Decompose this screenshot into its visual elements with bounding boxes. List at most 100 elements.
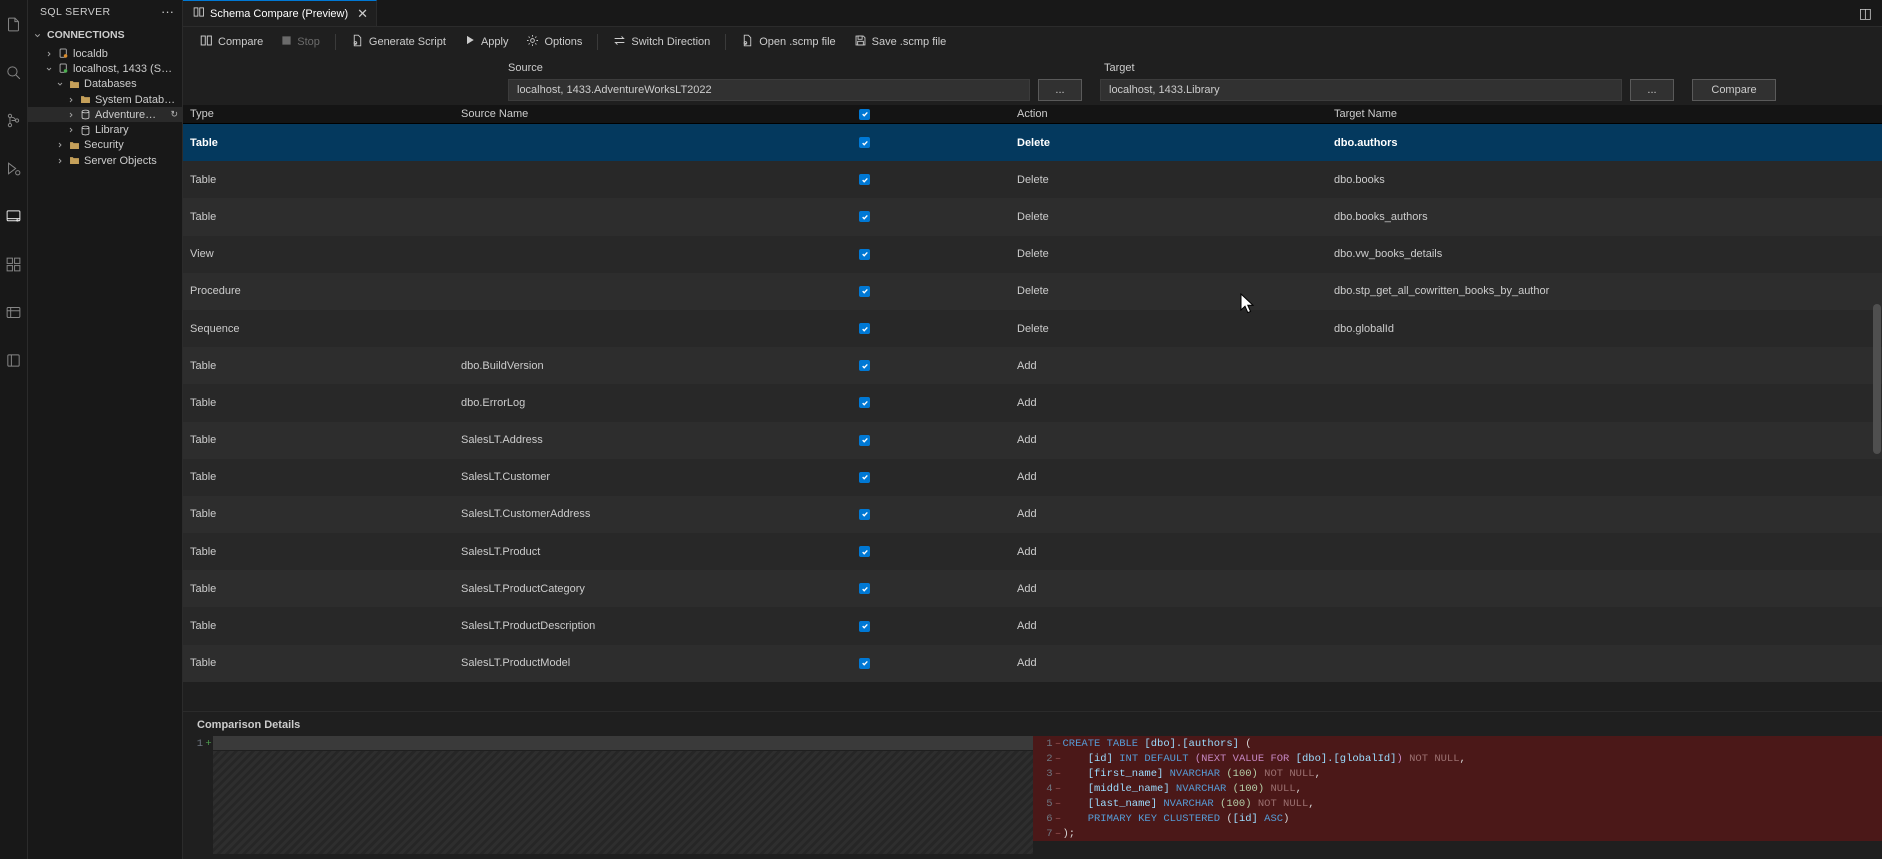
database-icon [79, 125, 92, 136]
diff-marker: – [1054, 737, 1062, 750]
chevron-right-icon[interactable] [54, 141, 65, 149]
diff-left-pane[interactable]: 1 + [183, 736, 1033, 854]
table-row[interactable]: View Delete dbo.vw_books_details [183, 235, 1882, 273]
table-row[interactable]: Table SalesLT.ProductDescription Add [183, 607, 1882, 645]
table-row[interactable]: Table Delete dbo.books [183, 161, 1882, 199]
table-row[interactable]: Table SalesLT.ProductModel Add [183, 644, 1882, 682]
line-text: [last_name] NVARCHAR (100) NOT NULL, [1062, 797, 1315, 810]
diff-marker: – [1054, 752, 1062, 765]
table-row[interactable]: Procedure Delete dbo.stp_get_all_cowritten… [183, 272, 1882, 310]
column-header-target-name[interactable]: Target Name [1334, 108, 1397, 120]
cell-type: Procedure [190, 285, 241, 298]
close-icon[interactable]: ✕ [357, 5, 369, 21]
source-browse-button[interactable]: ... [1038, 79, 1082, 101]
line-text: [middle_name] NVARCHAR (100) NULL, [1062, 782, 1302, 795]
split-layout-icon[interactable]: ◫ [1858, 4, 1872, 21]
diff-marker: + [205, 737, 212, 750]
row-include-checkbox[interactable] [859, 360, 870, 372]
source-input[interactable]: localhost, 1433.AdventureWorksLT2022 [508, 79, 1030, 101]
sidebar-section-connections[interactable]: CONNECTIONS [28, 24, 182, 46]
table-row[interactable]: Table Delete dbo.books_authors [183, 198, 1882, 236]
column-header-type[interactable]: Type [190, 108, 214, 120]
tree-item-server-objects[interactable]: Server Objects [28, 153, 182, 168]
cell-action: Add [1017, 434, 1037, 447]
cell-include [747, 657, 1017, 669]
row-include-checkbox[interactable] [859, 583, 870, 595]
grid-vertical-scrollbar[interactable] [1872, 124, 1882, 711]
cell-type: Table [190, 582, 217, 595]
compare-config: Source Target localhost, 1433.AdventureW… [183, 56, 1882, 105]
table-row[interactable]: Sequence Delete dbo.globalId [183, 309, 1882, 348]
chevron-right-icon[interactable] [54, 157, 65, 165]
tree-item-localhost-1433-sql-serv[interactable]: localhost, 1433 (SQL Serv... [28, 61, 182, 76]
row-include-checkbox[interactable] [859, 248, 870, 260]
row-include-checkbox[interactable] [859, 211, 870, 223]
compare-action-button[interactable]: Compare [1692, 79, 1776, 101]
table-row[interactable]: Table SalesLT.Product Add [183, 533, 1882, 571]
cell-action: Delete [1017, 136, 1051, 149]
chevron-right-icon[interactable] [65, 96, 76, 104]
tab-label: Schema Compare (Preview) [210, 7, 349, 20]
chevron-right-icon[interactable] [43, 50, 54, 58]
table-row[interactable]: Table SalesLT.CustomerAddress Add [183, 495, 1882, 534]
extensions-icon[interactable] [0, 248, 28, 280]
row-include-checkbox[interactable] [859, 434, 870, 446]
tree-item-system-databases[interactable]: System Databases [28, 92, 182, 107]
config-labels: Source Target [183, 62, 1882, 77]
table-row[interactable]: Table SalesLT.Customer Add [183, 458, 1882, 496]
chevron-down-icon[interactable] [43, 65, 54, 73]
chevron-right-icon[interactable] [65, 126, 76, 134]
row-include-checkbox[interactable] [859, 323, 870, 335]
row-include-checkbox[interactable] [859, 657, 870, 669]
options-button[interactable]: Options [517, 31, 591, 53]
row-include-checkbox[interactable] [859, 471, 870, 483]
chevron-right-icon[interactable] [65, 111, 76, 119]
open-scmp-button[interactable]: Open .scmp file [732, 31, 844, 53]
grid-rows-container[interactable]: Table Delete dbo.authors Table Delete dbo.boo… [183, 124, 1882, 711]
explorer-icon[interactable] [0, 8, 28, 40]
chevron-down-icon[interactable] [54, 80, 65, 88]
comparison-details-title: Comparison Details [197, 719, 301, 731]
row-include-checkbox[interactable] [859, 397, 870, 409]
sql-server-icon[interactable] [0, 200, 28, 232]
run-debug-icon[interactable] [0, 152, 28, 184]
search-icon[interactable] [0, 56, 28, 88]
column-header-source-name[interactable]: Source Name [461, 108, 529, 120]
table-row[interactable]: Table Delete dbo.authors [183, 124, 1882, 162]
row-include-checkbox[interactable] [859, 546, 870, 558]
table-row[interactable]: Table dbo.ErrorLog Add [183, 384, 1882, 422]
more-actions-icon[interactable]: ··· [161, 4, 174, 19]
generate-script-button[interactable]: Generate Script [342, 31, 455, 53]
refresh-icon[interactable]: ↻ [170, 109, 178, 120]
stop-button[interactable]: Stop [272, 32, 329, 52]
row-include-checkbox[interactable] [859, 285, 870, 297]
table-row[interactable]: Table SalesLT.ProductCategory Add [183, 570, 1882, 608]
row-include-checkbox[interactable] [859, 620, 870, 632]
diff-right-pane[interactable]: 1– CREATE TABLE [dbo].[authors] (2– [id] … [1032, 736, 1882, 854]
notebooks-icon[interactable] [0, 344, 28, 376]
tree-item-library[interactable]: Library [28, 122, 182, 137]
tree-item-security[interactable]: Security [28, 138, 182, 153]
compare-button[interactable]: Compare [191, 31, 272, 53]
tree-item-localdb[interactable]: localdb [28, 46, 182, 61]
tree-item-adventureworkslt[interactable]: AdventureWorksLT... ↻ [28, 107, 182, 123]
apply-button[interactable]: Apply [455, 31, 518, 52]
target-input[interactable]: localhost, 1433.Library [1100, 79, 1622, 101]
select-all-checkbox[interactable] [859, 108, 870, 120]
row-include-checkbox[interactable] [859, 508, 870, 520]
row-include-checkbox[interactable] [859, 174, 870, 186]
table-row[interactable]: Table SalesLT.Address Add [183, 421, 1882, 459]
line-text: PRIMARY KEY CLUSTERED ([id] ASC) [1062, 812, 1290, 825]
row-include-checkbox[interactable] [859, 137, 870, 149]
source-control-icon[interactable] [0, 104, 28, 136]
tree-item-databases[interactable]: Databases [28, 77, 182, 92]
switch-direction-button[interactable]: Switch Direction [604, 31, 719, 53]
table-row[interactable]: Table dbo.BuildVersion Add [183, 347, 1882, 385]
tab-schema-compare[interactable]: Schema Compare (Preview) ✕ [183, 0, 378, 26]
save-scmp-button[interactable]: Save .scmp file [845, 31, 956, 53]
column-header-action[interactable]: Action [1017, 108, 1048, 120]
schema-diff-grid: Type Source Name Action Target Name Tabl… [183, 105, 1882, 711]
target-browse-button[interactable]: ... [1630, 79, 1674, 101]
diff-line: 6– PRIMARY KEY CLUSTERED ([id] ASC) [1032, 811, 1882, 826]
database-projects-icon[interactable] [0, 296, 28, 328]
